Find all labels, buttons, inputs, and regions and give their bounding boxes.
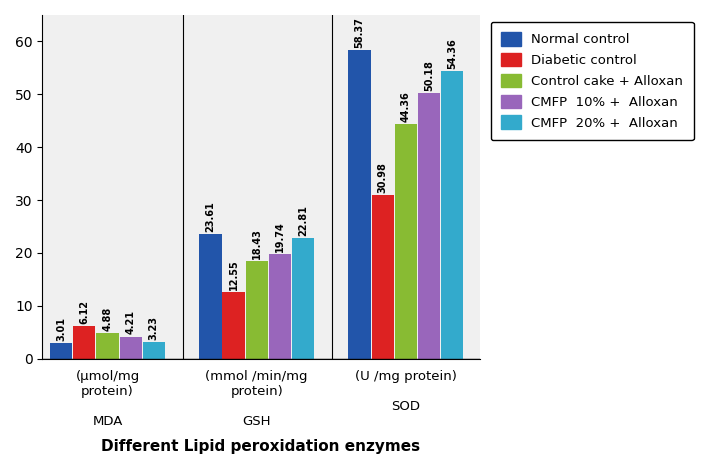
Bar	[97, 333, 119, 359]
X-axis label: Different Lipid peroxidation enzymes: Different Lipid peroxidation enzymes	[102, 439, 420, 454]
Bar	[395, 124, 417, 359]
Text: 6.12: 6.12	[80, 300, 89, 324]
Bar	[292, 238, 314, 359]
Text: 44.36: 44.36	[401, 91, 411, 122]
Bar	[73, 326, 96, 359]
Text: 19.74: 19.74	[275, 221, 285, 252]
Bar	[441, 71, 464, 359]
Text: 58.37: 58.37	[354, 17, 364, 48]
Legend: Normal control, Diabetic control, Control cake + Alloxan, CMFP  10% +  Alloxan, : Normal control, Diabetic control, Contro…	[491, 22, 694, 140]
Bar	[418, 93, 440, 359]
Text: 3.23: 3.23	[149, 316, 159, 340]
Bar	[371, 195, 394, 359]
Text: 30.98: 30.98	[378, 162, 388, 193]
Bar	[143, 342, 165, 359]
Text: 4.88: 4.88	[102, 307, 112, 331]
Bar	[200, 234, 222, 359]
Text: 4.21: 4.21	[126, 310, 136, 334]
Bar	[119, 337, 142, 359]
Bar	[222, 292, 245, 359]
Text: 50.18: 50.18	[424, 61, 434, 91]
Text: 18.43: 18.43	[251, 228, 262, 259]
Text: 3.01: 3.01	[56, 317, 66, 341]
Bar	[349, 50, 371, 359]
Text: 23.61: 23.61	[205, 201, 215, 232]
Bar	[50, 343, 72, 359]
Text: 12.55: 12.55	[229, 259, 239, 290]
Text: 54.36: 54.36	[447, 38, 457, 69]
Text: 22.81: 22.81	[298, 205, 308, 236]
Bar	[246, 261, 268, 359]
Bar	[268, 254, 291, 359]
